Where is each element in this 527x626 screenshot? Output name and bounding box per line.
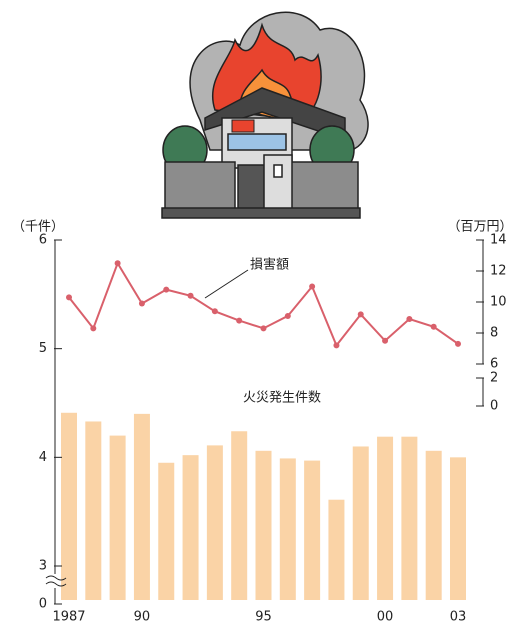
point [236,317,243,324]
y-axis-label: （千件） [12,220,64,235]
y-tick-label: 0 [39,597,47,612]
point [309,283,316,290]
point [430,323,437,330]
x-tick-label: 00 [377,610,394,625]
y-tick-label: 4 [39,450,47,465]
y2-tick-label: 14 [490,233,507,248]
bar [133,413,150,600]
y2-tick-label: 2 [490,371,498,386]
point [284,312,291,319]
bar [401,436,418,600]
y2-tick-label: 6 [490,357,498,372]
series-label: 損害額 [250,257,289,273]
bar [255,450,272,600]
bar [450,457,466,600]
bar [425,450,442,600]
line [68,260,459,348]
bar [279,458,296,600]
bar [182,455,199,600]
y2-axis-label: （百万円） [447,220,512,235]
x-tick-label: 03 [450,610,467,625]
bar [61,412,77,600]
y-tick-label: 5 [39,341,47,356]
series-label: 火災発生件数 [243,391,321,406]
bar [85,421,102,600]
point [357,311,364,318]
point [66,294,72,301]
x-tick-label: 90 [134,610,151,625]
point [455,340,461,347]
point [90,325,97,332]
y-tick-label: 6 [39,233,47,248]
point [114,260,121,267]
point [138,300,145,307]
point [163,286,170,293]
bar [352,446,369,600]
axis-break [45,575,67,587]
bar [377,436,394,600]
point [260,325,267,332]
point [333,342,340,349]
point [187,292,194,299]
bar [304,460,321,600]
point [406,316,413,323]
leader-line [204,269,249,299]
y2-tick-label: 0 [490,399,498,414]
x-tick-label: 95 [255,610,272,625]
bar [206,445,223,600]
y2-tick-label: 10 [490,295,507,310]
bar [231,431,248,600]
house-illustration [161,11,369,219]
point [382,337,389,344]
x-tick-label: 1987 [52,610,85,625]
y2-tick-label: 12 [490,264,507,279]
y2-tick-label: 8 [490,326,498,341]
bar [158,462,175,600]
bar [109,435,126,600]
y-tick-label: 3 [39,559,47,574]
bar [328,499,345,600]
point [211,308,218,315]
